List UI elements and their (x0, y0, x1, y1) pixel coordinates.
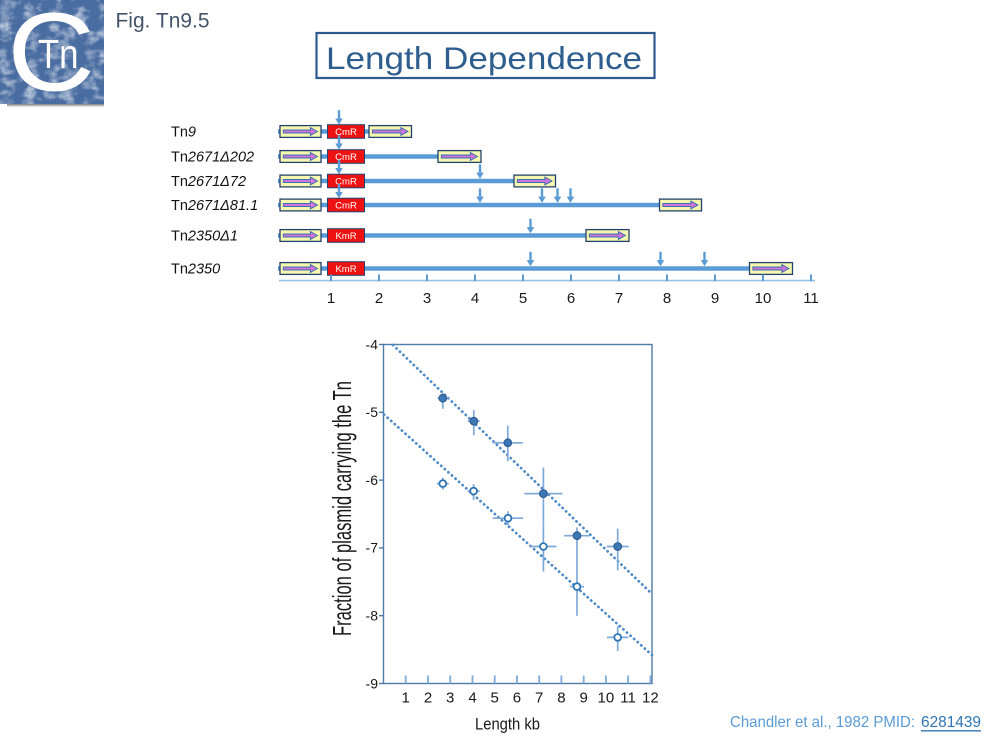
svg-text:8: 8 (663, 290, 671, 307)
svg-text:-8: -8 (366, 608, 379, 624)
svg-text:-6: -6 (366, 472, 379, 488)
svg-text:10: 10 (755, 290, 772, 307)
svg-text:CmR: CmR (335, 127, 357, 138)
svg-text:CmR: CmR (335, 176, 357, 187)
svg-text:3: 3 (446, 690, 454, 707)
svg-text:7: 7 (535, 690, 543, 707)
svg-text:-7: -7 (366, 540, 379, 556)
svg-text:C: C (7, 0, 95, 114)
svg-text:6281439: 6281439 (921, 714, 981, 731)
svg-text:4: 4 (468, 690, 476, 707)
svg-text:11: 11 (620, 690, 636, 707)
svg-text:Tn2671Δ72: Tn2671Δ72 (171, 174, 246, 190)
svg-text:Length Dependence: Length Dependence (326, 40, 642, 76)
svg-text:5: 5 (491, 690, 499, 707)
svg-text:12: 12 (642, 690, 659, 707)
svg-text:4: 4 (471, 290, 479, 307)
svg-text:KmR: KmR (335, 231, 356, 242)
svg-text:-5: -5 (366, 404, 379, 420)
svg-text:9: 9 (711, 290, 719, 307)
svg-text:CmR: CmR (335, 152, 357, 163)
svg-text:-9: -9 (366, 675, 379, 691)
svg-text:5: 5 (519, 290, 527, 307)
svg-text:6: 6 (567, 290, 575, 307)
svg-text:8: 8 (557, 690, 565, 707)
svg-text:Chandler et al., 1982 PMID:: Chandler et al., 1982 PMID: (730, 714, 915, 731)
svg-text:10: 10 (598, 690, 615, 707)
svg-text:2: 2 (424, 690, 432, 707)
svg-text:Tn2671Δ81.1: Tn2671Δ81.1 (171, 198, 258, 214)
svg-text:7: 7 (615, 290, 623, 307)
svg-text:2: 2 (375, 290, 383, 307)
svg-text:-4: -4 (366, 336, 379, 352)
svg-text:11: 11 (803, 290, 819, 307)
svg-text:1: 1 (327, 290, 335, 307)
svg-text:Tn2350Δ1: Tn2350Δ1 (171, 229, 238, 245)
svg-text:Tn2671Δ202: Tn2671Δ202 (171, 150, 254, 166)
svg-text:CmR: CmR (335, 200, 357, 211)
svg-text:9: 9 (580, 690, 588, 707)
svg-text:Length kb: Length kb (475, 716, 540, 734)
svg-text:6: 6 (513, 690, 521, 707)
svg-text:3: 3 (423, 290, 431, 307)
svg-text:Fig. Tn9.5: Fig. Tn9.5 (116, 9, 210, 33)
svg-text:Tn: Tn (38, 32, 79, 77)
svg-text:Tn9: Tn9 (171, 125, 196, 141)
svg-text:Tn2350: Tn2350 (171, 262, 220, 278)
svg-text:KmR: KmR (335, 264, 356, 275)
svg-text:1: 1 (402, 690, 410, 707)
svg-text:Fraction of plasmid carrying t: Fraction of plasmid carrying the Tn (327, 381, 357, 636)
